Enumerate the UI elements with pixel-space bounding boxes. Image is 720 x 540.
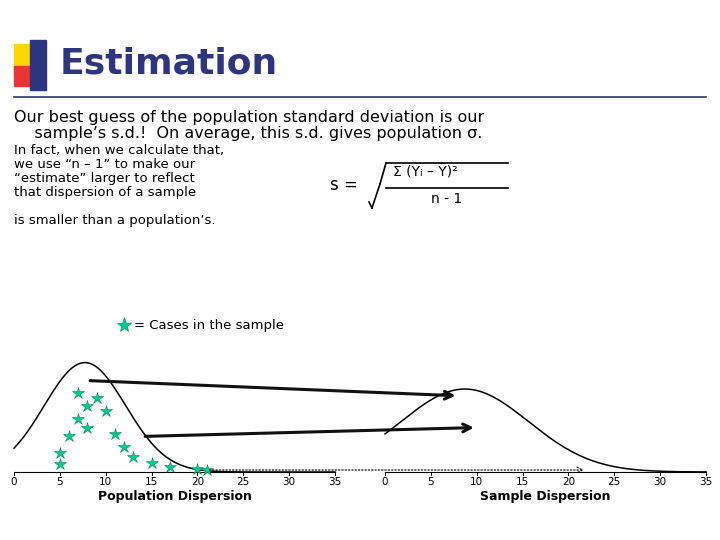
Text: 35: 35 xyxy=(699,477,713,487)
Text: In fact, when we calculate that,: In fact, when we calculate that, xyxy=(14,144,224,157)
Text: 0: 0 xyxy=(382,477,388,487)
Text: Estimation: Estimation xyxy=(60,47,278,81)
Text: 25: 25 xyxy=(608,477,621,487)
Bar xyxy=(14,44,44,74)
Text: 10: 10 xyxy=(470,477,483,487)
Text: 15: 15 xyxy=(516,477,529,487)
Text: sample’s s.d.!  On average, this s.d. gives population σ.: sample’s s.d.! On average, this s.d. giv… xyxy=(14,126,482,141)
Text: that dispersion of a sample: that dispersion of a sample xyxy=(14,186,196,199)
Text: 20: 20 xyxy=(562,477,575,487)
Text: 5: 5 xyxy=(428,477,434,487)
Text: n - 1: n - 1 xyxy=(431,192,463,206)
Text: 5: 5 xyxy=(57,477,63,487)
Text: s =: s = xyxy=(330,176,358,194)
Text: Σ (Yᵢ – Ÿ)²: Σ (Yᵢ – Ÿ)² xyxy=(393,165,458,179)
Text: Our best guess of the population standard deviation is our: Our best guess of the population standar… xyxy=(14,110,485,125)
Text: we use “n – 1” to make our: we use “n – 1” to make our xyxy=(14,158,195,171)
Text: 25: 25 xyxy=(237,477,250,487)
Text: Sample Dispersion: Sample Dispersion xyxy=(480,490,611,503)
Text: 15: 15 xyxy=(145,477,158,487)
Text: 0: 0 xyxy=(11,477,17,487)
Text: 10: 10 xyxy=(99,477,112,487)
Text: = Cases in the sample: = Cases in the sample xyxy=(134,319,284,332)
Text: 35: 35 xyxy=(328,477,341,487)
Bar xyxy=(14,66,40,86)
Text: “estimate” larger to reflect: “estimate” larger to reflect xyxy=(14,172,194,185)
Text: 30: 30 xyxy=(654,477,667,487)
Text: Population Dispersion: Population Dispersion xyxy=(98,490,251,503)
Text: 30: 30 xyxy=(282,477,296,487)
Text: 20: 20 xyxy=(191,477,204,487)
Bar xyxy=(30,40,46,90)
Text: is smaller than a population’s.: is smaller than a population’s. xyxy=(14,214,215,227)
